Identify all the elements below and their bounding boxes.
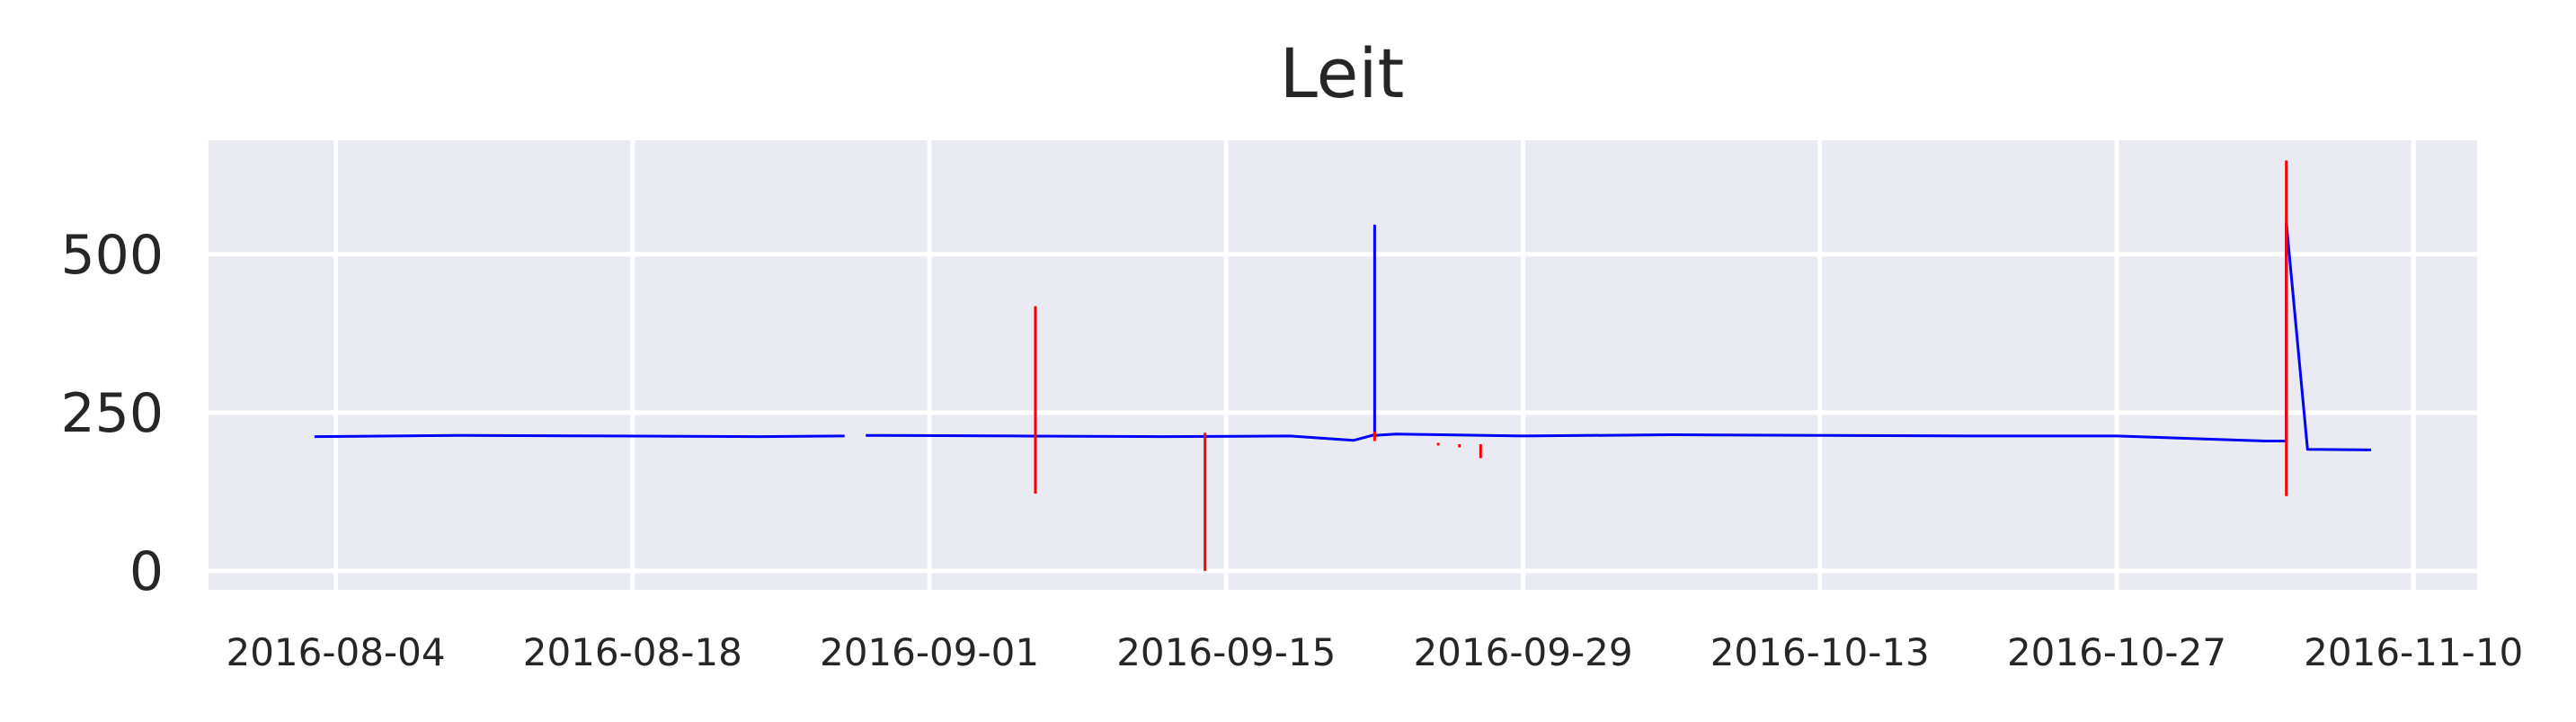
x-tick-label: 2016-10-13 <box>1710 630 1930 674</box>
y-tick-label: 250 <box>60 382 164 445</box>
x-tick-label: 2016-09-29 <box>1413 630 1632 674</box>
y-tick-label: 0 <box>129 540 164 603</box>
x-tick-label: 2016-09-15 <box>1116 630 1336 674</box>
y-tick-label: 500 <box>60 224 164 287</box>
grid <box>209 140 2477 590</box>
x-tick-label: 2016-08-04 <box>226 630 445 674</box>
x-tick-label: 2016-10-27 <box>2007 630 2226 674</box>
plot-area <box>209 140 2477 590</box>
chart-title: Leit <box>1280 33 1405 113</box>
x-axis: 2016-08-04 2016-08-18 2016-09-01 2016-09-15… <box>226 630 2523 674</box>
x-tick-label: 2016-09-01 <box>820 630 1039 674</box>
series-line <box>314 433 845 439</box>
x-tick-label: 2016-11-10 <box>2304 630 2523 674</box>
anomaly-group <box>1034 160 2288 571</box>
x-tick-label: 2016-08-18 <box>523 630 742 674</box>
y-axis: 0 250 500 <box>60 224 164 603</box>
